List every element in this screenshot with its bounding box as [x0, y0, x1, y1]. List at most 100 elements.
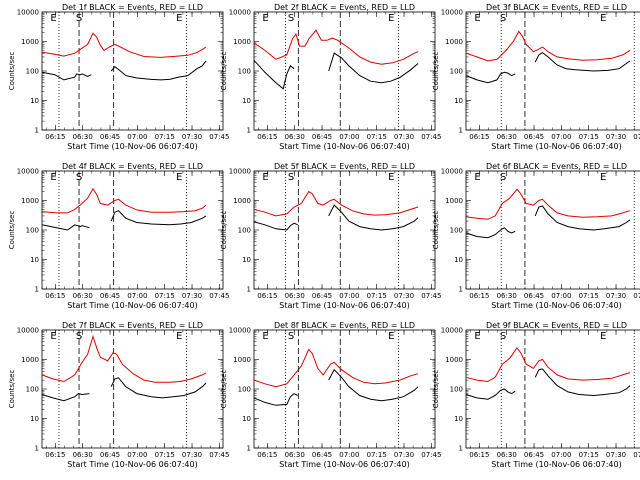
y-tick-label: 100 — [26, 386, 39, 394]
y-axis-label: Counts/sec — [220, 52, 228, 91]
y-tick-label: 1000 — [445, 197, 463, 205]
x-tick-label: 07:30 — [606, 292, 626, 300]
y-tick-label: 10000 — [17, 9, 39, 17]
panel-title: Det 2f BLACK = Events, RED = LLD — [274, 3, 415, 12]
lld-series-line — [41, 32, 207, 58]
y-tick-label: 10 — [454, 256, 463, 264]
events-series-line — [41, 210, 207, 231]
plot-frame — [465, 11, 640, 131]
y-tick-label: 10000 — [229, 9, 251, 17]
x-tick-label: 07:15 — [579, 292, 599, 300]
x-tick-label: 07:30 — [606, 133, 626, 141]
y-tick-label: 10 — [454, 97, 463, 105]
lld-series-line — [253, 29, 419, 65]
y-tick-label: 100 — [450, 386, 463, 394]
x-tick-label: 07:15 — [155, 451, 175, 459]
plot-frame — [253, 170, 436, 290]
x-axis-label: Start Time (10-Nov-06 06:07:40) — [491, 460, 621, 469]
y-tick-label: 100 — [238, 68, 251, 76]
x-tick-label: 07:00 — [127, 133, 147, 141]
y-tick-label: 1000 — [233, 38, 251, 46]
x-tick-label: 06:15 — [469, 292, 489, 300]
phase-marker-label: S — [288, 172, 294, 183]
plot-frame — [41, 11, 224, 131]
x-tick-label: 07:00 — [339, 133, 359, 141]
x-axis-label: Start Time (10-Nov-06 06:07:40) — [491, 142, 621, 151]
x-tick-label: 07:45 — [209, 133, 229, 141]
phase-marker-label: E — [176, 172, 182, 183]
y-tick-label: 1000 — [233, 197, 251, 205]
x-tick-label: 06:45 — [312, 292, 332, 300]
phase-marker-label: S — [500, 13, 506, 24]
y-tick-label: 100 — [26, 68, 39, 76]
y-tick-label: 10000 — [229, 168, 251, 176]
x-tick-label: 07:15 — [367, 451, 387, 459]
x-tick-label: 06:45 — [524, 133, 544, 141]
x-tick-label: 06:30 — [73, 133, 93, 141]
y-tick-label: 1 — [247, 127, 251, 135]
x-tick-label: 06:30 — [497, 292, 517, 300]
phase-marker-label: E — [262, 13, 268, 24]
x-tick-label: 07:30 — [182, 451, 202, 459]
x-tick-label: 06:30 — [73, 292, 93, 300]
phase-marker-label: E — [262, 172, 268, 183]
y-tick-label: 100 — [238, 227, 251, 235]
phase-marker-label: E — [474, 13, 480, 24]
events-series-line — [253, 204, 419, 231]
y-tick-label: 100 — [450, 227, 463, 235]
y-tick-label: 10000 — [441, 327, 463, 335]
y-tick-label: 1 — [459, 127, 463, 135]
lld-series-line — [41, 334, 207, 383]
x-tick-label: 07:45 — [421, 133, 441, 141]
x-tick-label: 06:30 — [285, 133, 305, 141]
events-series-line — [41, 377, 207, 402]
x-tick-label: 06:15 — [257, 133, 277, 141]
phase-marker-label: E — [50, 13, 56, 24]
events-series-line — [465, 51, 631, 84]
x-tick-label: 07:00 — [551, 133, 571, 141]
panel-title: Det 3f BLACK = Events, RED = LLD — [486, 3, 627, 12]
y-tick-label: 1000 — [21, 38, 39, 46]
x-tick-label: 07:15 — [155, 133, 175, 141]
x-axis-label: Start Time (10-Nov-06 06:07:40) — [67, 460, 197, 469]
panel-title: Det 5f BLACK = Events, RED = LLD — [274, 162, 415, 171]
y-tick-label: 10 — [242, 97, 251, 105]
x-tick-label: 07:45 — [633, 292, 640, 300]
x-tick-label: 07:00 — [127, 292, 147, 300]
x-tick-label: 06:45 — [524, 451, 544, 459]
y-tick-label: 1 — [35, 286, 39, 294]
x-tick-label: 06:15 — [257, 292, 277, 300]
phase-marker-label: E — [474, 331, 480, 342]
x-tick-label: 07:00 — [339, 451, 359, 459]
x-tick-label: 07:30 — [394, 451, 414, 459]
x-tick-label: 07:00 — [127, 451, 147, 459]
y-tick-label: 100 — [450, 68, 463, 76]
x-tick-label: 07:15 — [579, 133, 599, 141]
phase-marker-label: E — [474, 172, 480, 183]
y-tick-label: 100 — [238, 386, 251, 394]
x-tick-label: 06:30 — [497, 133, 517, 141]
phase-marker-label: S — [500, 172, 506, 183]
x-tick-label: 07:15 — [579, 451, 599, 459]
phase-marker-label: S — [76, 13, 82, 24]
y-tick-label: 10 — [242, 415, 251, 423]
x-tick-label: 07:00 — [551, 292, 571, 300]
x-tick-label: 07:30 — [182, 133, 202, 141]
x-tick-label: 07:45 — [633, 451, 640, 459]
plot-frame — [253, 329, 436, 449]
x-tick-label: 07:45 — [209, 451, 229, 459]
plot-frame — [465, 170, 640, 290]
x-axis-label: Start Time (10-Nov-06 06:07:40) — [67, 301, 197, 310]
x-tick-label: 06:30 — [285, 292, 305, 300]
plot-frame — [41, 329, 224, 449]
x-tick-label: 07:30 — [394, 133, 414, 141]
x-tick-label: 07:15 — [367, 133, 387, 141]
x-tick-label: 06:45 — [100, 292, 120, 300]
panel-title: Det 7f BLACK = Events, RED = LLD — [62, 321, 203, 330]
phase-marker-label: E — [176, 13, 182, 24]
phase-marker-label: S — [76, 172, 82, 183]
phase-marker-label: E — [388, 331, 394, 342]
y-axis-label: Counts/sec — [432, 370, 440, 409]
x-tick-label: 07:45 — [633, 133, 640, 141]
x-tick-label: 07:45 — [209, 292, 229, 300]
